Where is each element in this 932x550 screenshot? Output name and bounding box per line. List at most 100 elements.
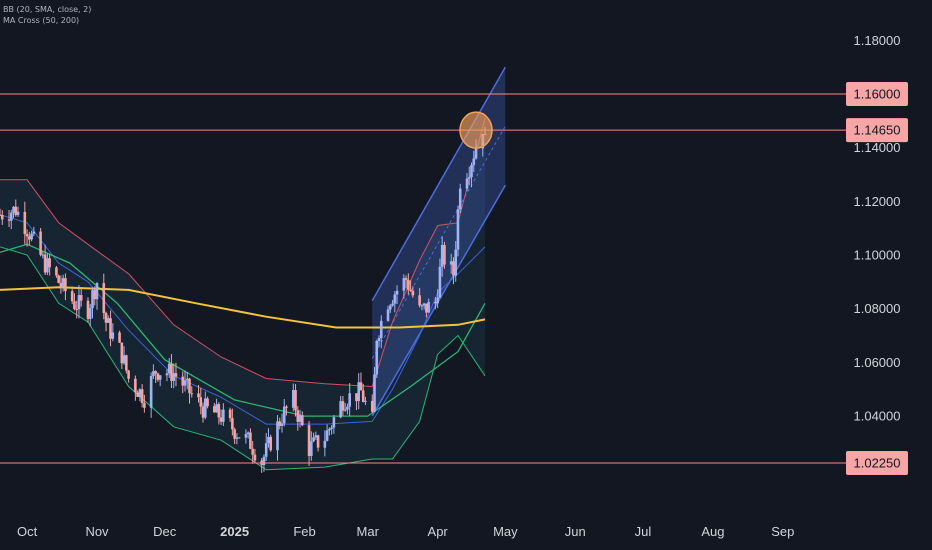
candle-body bbox=[388, 305, 392, 310]
candle-body bbox=[79, 295, 83, 301]
price-tick-label: 1.04000 bbox=[854, 409, 901, 424]
candle-body bbox=[118, 332, 121, 343]
candle-body bbox=[93, 290, 97, 300]
candle-body bbox=[197, 393, 200, 398]
candle-body bbox=[370, 400, 374, 412]
time-tick-label: Mar bbox=[357, 524, 380, 539]
candle-body bbox=[285, 406, 288, 408]
price-tick-label: 1.10000 bbox=[854, 248, 901, 263]
candle-body bbox=[278, 421, 282, 426]
candle-body bbox=[276, 421, 279, 451]
candle-body bbox=[91, 290, 94, 309]
level-price-label: 1.16000 bbox=[854, 86, 901, 101]
ma200-line bbox=[0, 286, 486, 329]
candle-body bbox=[379, 320, 383, 339]
candle-body bbox=[443, 244, 446, 265]
candle-body bbox=[440, 244, 444, 267]
time-tick-label: Apr bbox=[428, 524, 449, 539]
candle-body bbox=[143, 402, 146, 408]
candle-body bbox=[425, 303, 428, 313]
candle-body bbox=[219, 417, 223, 422]
ma-cross-legend-label[interactable]: MA Cross (50, 200) bbox=[3, 16, 80, 25]
time-axis[interactable]: Oct Nov Dec 2025 Feb Mar Apr May Jun Jul Aug Sep bbox=[17, 524, 794, 539]
candle-body bbox=[348, 393, 351, 407]
candle-body bbox=[0, 214, 4, 220]
candle-body bbox=[291, 390, 295, 408]
price-axis[interactable]: 1.18000 1.16000 1.14000 1.12000 1.10000 1.080… bbox=[846, 33, 908, 476]
candle-body bbox=[330, 427, 333, 429]
candle-body bbox=[102, 283, 106, 313]
level-price-label-bg bbox=[846, 451, 908, 476]
candle-body bbox=[280, 423, 284, 426]
candle-body bbox=[355, 393, 358, 402]
candle-body bbox=[32, 231, 36, 234]
candle-body bbox=[188, 378, 191, 394]
bb-basis-line bbox=[0, 214, 486, 425]
candle-body bbox=[244, 434, 248, 438]
time-tick-label: May bbox=[493, 524, 518, 539]
candle-body bbox=[418, 295, 421, 306]
candle-body bbox=[294, 390, 297, 411]
candle-body bbox=[39, 231, 42, 255]
candle-body bbox=[12, 206, 15, 213]
candle-body bbox=[154, 371, 157, 374]
candle-body bbox=[138, 389, 142, 398]
candle-body bbox=[57, 275, 60, 283]
candle-body bbox=[346, 406, 349, 410]
candle-body bbox=[402, 278, 406, 291]
time-tick-label: Aug bbox=[701, 524, 724, 539]
candle-body bbox=[64, 278, 67, 292]
bb-upper-line bbox=[0, 117, 486, 388]
moving-averages bbox=[0, 243, 486, 417]
time-tick-label: Sep bbox=[771, 524, 794, 539]
candle-body bbox=[30, 233, 33, 240]
candle-body bbox=[0, 214, 2, 216]
bb-legend-label[interactable]: BB (20, SMA, close, 2) bbox=[3, 5, 92, 14]
time-tick-label: Dec bbox=[153, 524, 177, 539]
candle-body bbox=[282, 406, 286, 424]
candle-body bbox=[25, 234, 29, 237]
candle-body bbox=[470, 165, 473, 178]
candle-body bbox=[316, 435, 320, 448]
candle-body bbox=[332, 417, 336, 428]
candle-body bbox=[474, 148, 478, 159]
candle-body bbox=[436, 297, 439, 304]
candle-body bbox=[28, 236, 31, 240]
time-tick-label: Jul bbox=[635, 524, 652, 539]
candle-body bbox=[190, 393, 194, 395]
price-tick-label: 1.08000 bbox=[854, 301, 901, 316]
candle-body bbox=[46, 258, 49, 273]
candle-body bbox=[149, 376, 153, 408]
candle-body bbox=[251, 448, 254, 455]
highlight-circle bbox=[459, 111, 493, 149]
candle-body bbox=[449, 261, 453, 265]
candle-body bbox=[375, 340, 379, 375]
price-tick-label: 1.12000 bbox=[854, 194, 901, 209]
candle-body bbox=[109, 318, 112, 339]
candle-body bbox=[75, 308, 79, 310]
time-tick-label: Feb bbox=[293, 524, 315, 539]
candle-body bbox=[472, 158, 476, 166]
time-tick-label: Oct bbox=[17, 524, 38, 539]
candle-body bbox=[134, 378, 137, 393]
candle-body bbox=[201, 406, 205, 418]
candle-body bbox=[267, 436, 270, 444]
horizontal-levels[interactable] bbox=[0, 93, 846, 464]
candle-body bbox=[172, 373, 176, 381]
price-tick-label: 1.06000 bbox=[854, 355, 901, 370]
candle-body bbox=[122, 355, 126, 364]
candle-body bbox=[217, 404, 221, 418]
candle-body bbox=[386, 309, 390, 321]
candle-body bbox=[341, 401, 345, 411]
level-price-label: 1.14650 bbox=[854, 123, 901, 138]
candle-body bbox=[409, 289, 412, 291]
candle-body bbox=[104, 312, 108, 323]
candle-body bbox=[312, 437, 315, 442]
candle-body bbox=[127, 370, 130, 379]
candle-body bbox=[452, 261, 455, 276]
candle-body bbox=[253, 454, 257, 461]
price-tick-label: 1.14000 bbox=[854, 140, 901, 155]
candle-body bbox=[438, 266, 442, 298]
candle-body bbox=[233, 429, 236, 439]
